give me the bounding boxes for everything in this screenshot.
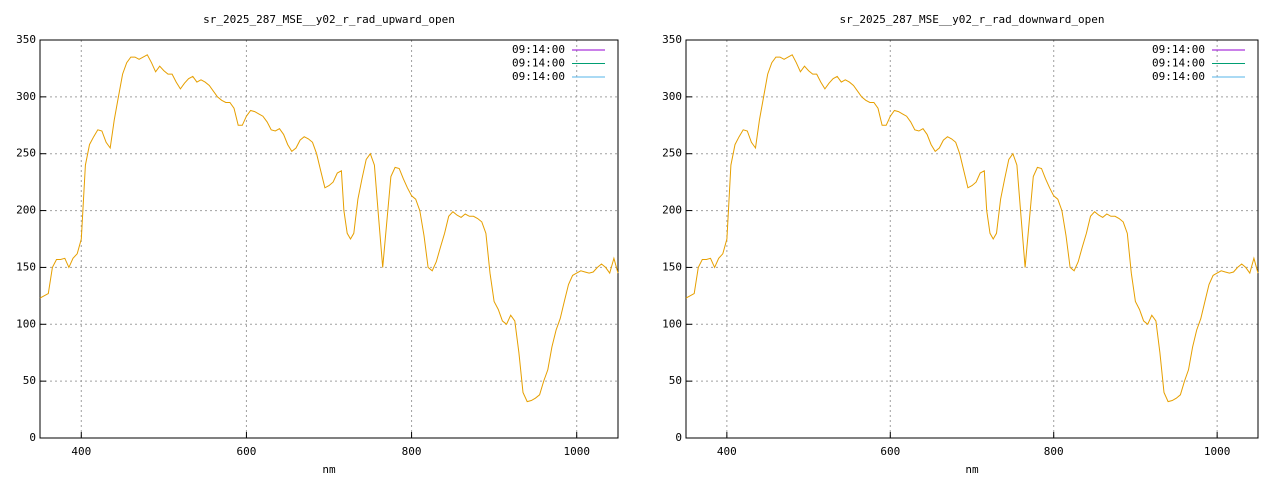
x-tick-label: 600 <box>236 445 256 458</box>
data-line <box>39 54 619 403</box>
y-tick-label: 100 <box>16 317 36 330</box>
y-tick-label: 350 <box>16 33 36 46</box>
chart-title: sr_2025_287_MSE__y02_r_rad_upward_open <box>203 13 455 26</box>
y-tick-label: 50 <box>669 374 682 387</box>
x-axis-label: nm <box>965 463 979 476</box>
x-tick-label: 400 <box>717 445 737 458</box>
x-tick-label: 400 <box>71 445 91 458</box>
x-tick-label: 1000 <box>1204 445 1231 458</box>
chart-title: sr_2025_287_MSE__y02_r_rad_downward_open <box>840 13 1105 26</box>
x-tick-label: 800 <box>402 445 422 458</box>
y-tick-label: 150 <box>16 260 36 273</box>
y-tick-label: 200 <box>662 204 682 217</box>
y-tick-label: 300 <box>662 90 682 103</box>
y-tick-label: 0 <box>675 431 682 444</box>
legend-label: 09:14:00 <box>1152 57 1205 70</box>
y-tick-label: 300 <box>16 90 36 103</box>
y-tick-label: 100 <box>662 317 682 330</box>
y-tick-label: 0 <box>29 431 36 444</box>
x-tick-label: 1000 <box>563 445 590 458</box>
data-line <box>685 54 1259 403</box>
y-tick-label: 200 <box>16 204 36 217</box>
x-tick-label: 800 <box>1044 445 1064 458</box>
legend-label: 09:14:00 <box>512 43 565 56</box>
plot-frame <box>39 39 619 439</box>
y-tick-label: 50 <box>23 374 36 387</box>
x-axis-label: nm <box>322 463 336 476</box>
plot-frame <box>685 39 1259 439</box>
y-tick-label: 350 <box>662 33 682 46</box>
y-tick-label: 250 <box>662 147 682 160</box>
legend-label: 09:14:00 <box>512 57 565 70</box>
y-tick-label: 150 <box>662 260 682 273</box>
legend-label: 09:14:00 <box>1152 43 1205 56</box>
legend-label: 09:14:00 <box>1152 70 1205 83</box>
legend-label: 09:14:00 <box>512 70 565 83</box>
y-tick-label: 250 <box>16 147 36 160</box>
x-tick-label: 600 <box>880 445 900 458</box>
